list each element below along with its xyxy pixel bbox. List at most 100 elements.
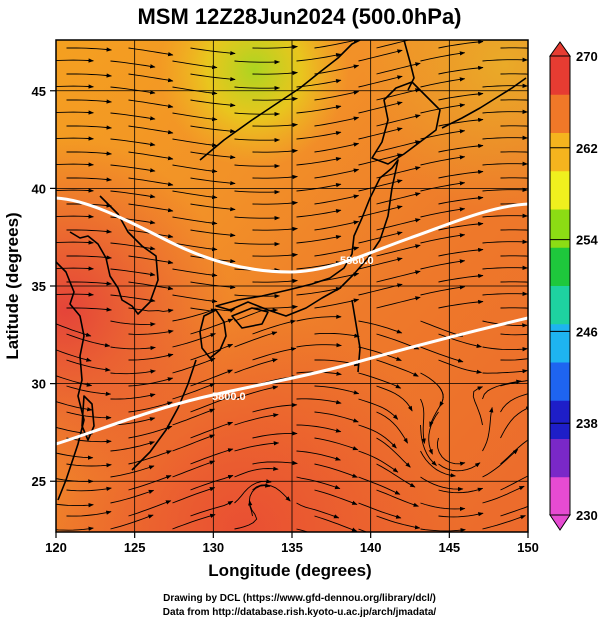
streamline xyxy=(234,413,279,426)
streamline xyxy=(172,487,216,504)
streamline xyxy=(376,385,413,412)
streamline xyxy=(376,114,421,127)
streamline xyxy=(376,411,408,444)
streamline xyxy=(500,177,528,179)
colorbar-tick-label: 254 xyxy=(576,233,598,248)
streamline xyxy=(358,502,402,519)
streamline xyxy=(296,287,342,296)
streamline xyxy=(314,463,358,478)
streamline xyxy=(128,353,174,361)
streamline xyxy=(438,487,484,494)
honshu-coast xyxy=(215,159,399,317)
colorbar-segment xyxy=(550,400,570,439)
streamline xyxy=(190,177,236,186)
streamline xyxy=(438,299,484,309)
kyushu-coast xyxy=(199,309,227,359)
streamline xyxy=(110,164,156,173)
streamline xyxy=(234,385,279,400)
streamline xyxy=(376,270,421,283)
streamline xyxy=(128,255,174,265)
streamline xyxy=(66,359,111,372)
streamline xyxy=(438,40,484,49)
colorbar-segment xyxy=(550,132,570,172)
streamline xyxy=(66,281,112,286)
colorbar: 230 238 246 254 262 270 xyxy=(549,41,598,531)
streamline xyxy=(314,489,358,505)
x-tick-label: 125 xyxy=(124,540,146,555)
streamline xyxy=(66,333,111,348)
streamline xyxy=(358,372,402,389)
streamline xyxy=(110,369,156,375)
streamline xyxy=(438,65,484,75)
streamline xyxy=(482,213,528,218)
colorbar-tick-label: 238 xyxy=(576,416,598,431)
streamline xyxy=(376,62,421,75)
streamline xyxy=(234,189,280,195)
russia-coast xyxy=(199,40,361,161)
streamline xyxy=(482,239,528,244)
credit-drawing: Drawing by DCL (https://www.gfd-dennou.o… xyxy=(163,593,436,604)
streamline xyxy=(358,320,403,334)
streamline xyxy=(110,268,156,277)
streamline xyxy=(110,112,156,121)
coastlines xyxy=(56,40,527,501)
colorbar-tick-label: 246 xyxy=(576,324,598,339)
streamline xyxy=(296,528,310,532)
map-title: MSM 12Z28Jun2024 (500.0hPa) xyxy=(137,4,462,29)
streamline xyxy=(128,475,172,491)
y-tick-label: 35 xyxy=(32,279,46,294)
streamline xyxy=(190,151,236,160)
streamline xyxy=(252,304,298,310)
streamline xyxy=(482,485,525,504)
credits: Drawing by DCL (https://www.gfd-dennou.o… xyxy=(0,592,599,620)
streamline xyxy=(420,528,466,532)
streamline xyxy=(190,99,236,108)
streamline xyxy=(482,187,528,192)
streamline xyxy=(296,105,342,114)
streamline xyxy=(110,489,155,504)
credit-data: Data from http://database.rish.kyoto-u.a… xyxy=(162,607,437,618)
streamline xyxy=(296,209,342,218)
streamline xyxy=(296,424,342,433)
streamline xyxy=(56,240,94,245)
streamline xyxy=(110,242,156,251)
streamline xyxy=(248,483,271,517)
streamline xyxy=(110,320,156,327)
streamline xyxy=(252,96,298,102)
streamline xyxy=(314,142,360,153)
streamline xyxy=(234,137,280,143)
streamline xyxy=(190,500,234,517)
colorbar-segment xyxy=(550,170,570,210)
streamline xyxy=(376,40,421,49)
streamline xyxy=(128,281,174,291)
streamline xyxy=(314,332,360,338)
streamline xyxy=(482,265,528,270)
y-tick-label: 30 xyxy=(32,377,46,392)
streamline xyxy=(56,452,94,460)
streamline xyxy=(482,57,528,62)
streamline xyxy=(110,393,156,400)
streamline xyxy=(296,157,342,166)
streamline xyxy=(376,192,421,205)
streamline xyxy=(482,135,528,140)
streamline xyxy=(172,112,218,122)
streamline xyxy=(376,515,421,530)
streamline xyxy=(376,463,416,488)
streamline xyxy=(482,109,528,114)
streamline xyxy=(482,346,528,352)
streamline xyxy=(420,346,464,363)
streamline xyxy=(128,73,174,83)
streamline xyxy=(190,448,234,465)
streamline xyxy=(252,278,298,284)
streamline xyxy=(234,85,280,91)
streamline xyxy=(252,319,296,335)
streamline xyxy=(358,101,403,114)
korean-peninsula-coast xyxy=(69,195,159,315)
streamline xyxy=(420,259,466,270)
streamline xyxy=(376,437,411,468)
streamline xyxy=(296,261,342,270)
streamline xyxy=(420,77,466,88)
streamline xyxy=(420,233,466,244)
streamline xyxy=(56,188,94,193)
